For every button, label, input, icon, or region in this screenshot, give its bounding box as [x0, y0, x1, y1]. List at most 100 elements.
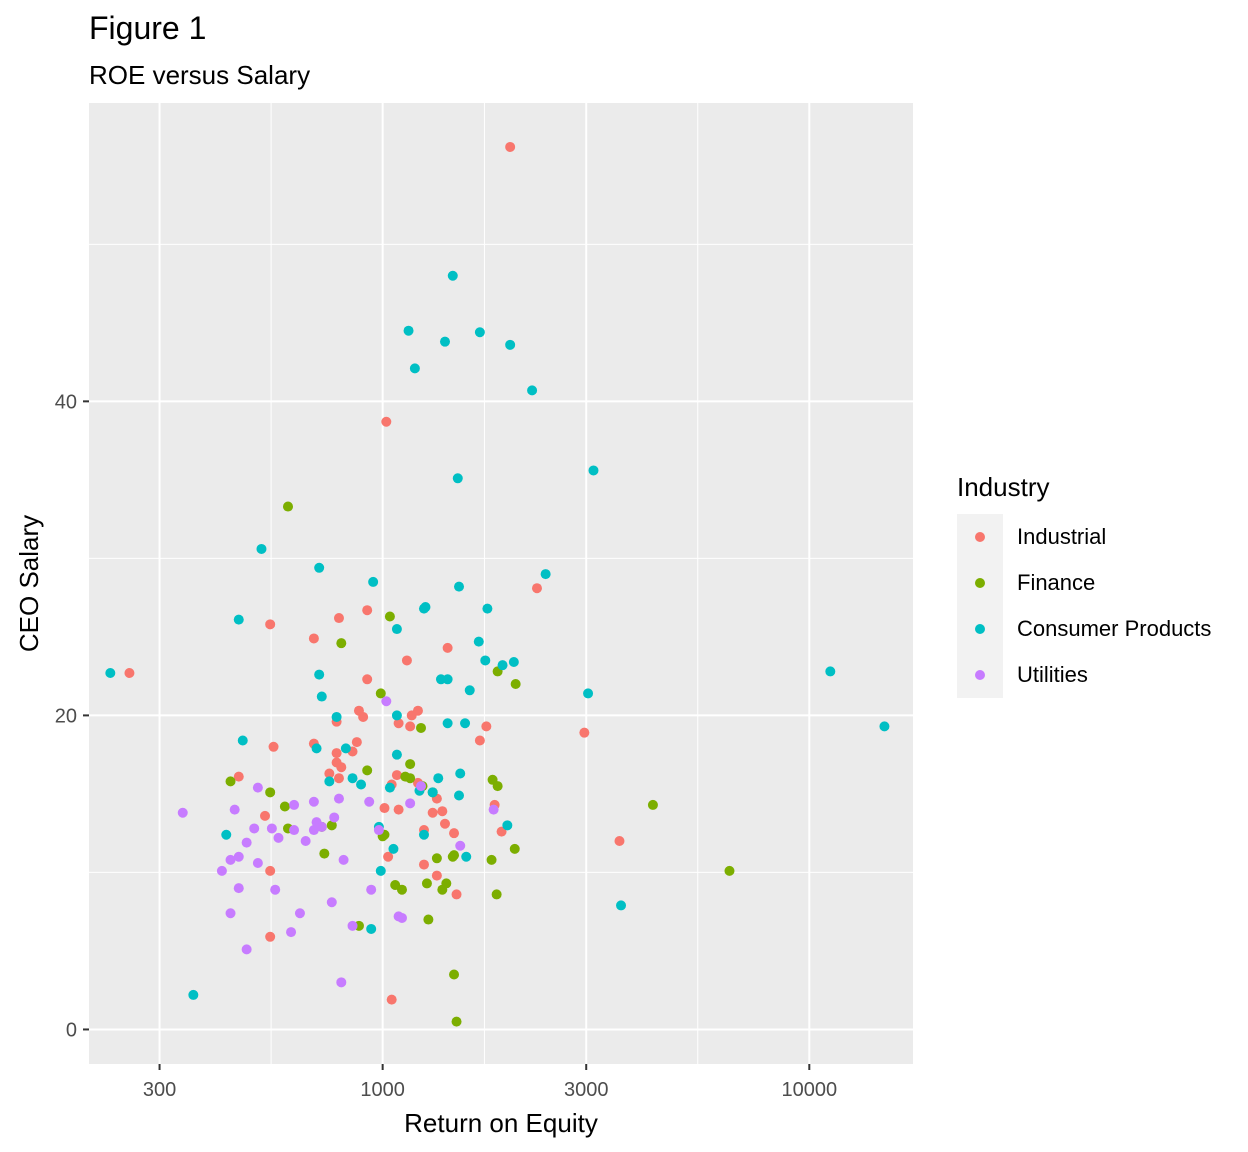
point-industrial — [405, 721, 416, 732]
point-industrial — [265, 865, 276, 876]
point-consumer-products — [331, 711, 342, 722]
point-utilities — [316, 821, 327, 832]
legend-label-utilities: Utilities — [1017, 662, 1088, 687]
point-consumer-products — [368, 576, 379, 587]
point-industrial — [362, 605, 373, 616]
point-industrial — [393, 804, 404, 815]
point-industrial — [381, 416, 392, 427]
point-consumer-products — [221, 829, 232, 840]
point-utilities — [233, 851, 244, 862]
point-utilities — [273, 832, 284, 843]
point-utilities — [252, 782, 263, 793]
point-industrial — [265, 931, 276, 942]
point-finance — [423, 914, 434, 925]
point-finance — [362, 765, 373, 776]
point-utilities — [289, 799, 300, 810]
point-industrial — [379, 803, 390, 814]
point-consumer-products — [233, 614, 244, 625]
point-consumer-products — [588, 465, 599, 476]
point-consumer-products — [347, 773, 358, 784]
point-utilities — [252, 858, 263, 869]
point-industrial — [505, 141, 516, 152]
legend-key-background — [957, 514, 1003, 698]
point-industrial — [449, 828, 460, 839]
point-utilities — [416, 781, 427, 792]
point-consumer-products — [505, 339, 516, 350]
point-finance — [416, 722, 427, 733]
point-utilities — [347, 920, 358, 931]
point-consumer-products — [482, 603, 493, 614]
point-industrial — [412, 705, 423, 716]
point-finance — [282, 501, 293, 512]
point-finance — [449, 850, 460, 861]
point-finance — [265, 787, 276, 798]
major-gridlines — [89, 103, 913, 1064]
point-industrial — [481, 721, 492, 732]
point-consumer-products — [340, 743, 351, 754]
point-industrial — [331, 748, 342, 759]
point-utilities — [364, 796, 375, 807]
point-consumer-products — [474, 327, 485, 338]
point-consumer-products — [439, 336, 450, 347]
point-consumer-products — [616, 900, 627, 911]
point-industrial — [437, 806, 448, 817]
point-finance — [441, 878, 452, 889]
point-finance — [492, 781, 503, 792]
point-consumer-products — [188, 989, 199, 1000]
point-consumer-products — [105, 668, 116, 679]
point-utilities — [225, 908, 236, 919]
point-consumer-products — [825, 666, 836, 677]
point-consumer-products — [583, 688, 594, 699]
point-consumer-products — [454, 790, 465, 801]
x-tick-label: 1000 — [360, 1079, 405, 1101]
point-industrial — [386, 994, 397, 1005]
x-tick-label: 10000 — [781, 1079, 837, 1101]
point-consumer-products — [447, 270, 458, 281]
point-utilities — [366, 884, 377, 895]
y-axis: 0 20 40 — [55, 391, 89, 1041]
point-utilities — [300, 836, 311, 847]
legend-title: Industry — [957, 472, 1050, 502]
x-axis-title: Return on Equity — [404, 1108, 598, 1138]
legend-key-consumer-products — [975, 624, 985, 634]
legend-label-industrial: Industrial — [1017, 524, 1107, 549]
point-industrial — [418, 859, 429, 870]
point-utilities — [233, 883, 244, 894]
point-utilities — [405, 798, 416, 809]
point-finance — [491, 889, 502, 900]
point-utilities — [241, 837, 252, 848]
point-consumer-products — [879, 721, 890, 732]
point-industrial — [614, 836, 625, 847]
point-consumer-products — [403, 325, 414, 336]
point-consumer-products — [384, 782, 395, 793]
point-consumer-products — [237, 735, 248, 746]
point-industrial — [333, 613, 344, 624]
y-tick-label: 0 — [66, 1019, 77, 1041]
x-tick-label: 300 — [143, 1079, 176, 1101]
point-industrial — [260, 810, 271, 821]
point-consumer-products — [375, 865, 386, 876]
point-finance — [486, 854, 497, 865]
point-industrial — [474, 735, 485, 746]
point-consumer-products — [527, 385, 538, 396]
point-utilities — [216, 865, 227, 876]
x-tick-label: 3000 — [564, 1079, 609, 1101]
legend-item-finance: Finance — [957, 560, 1247, 606]
point-finance — [375, 688, 386, 699]
point-consumer-products — [473, 636, 484, 647]
point-industrial — [451, 889, 462, 900]
y-tick-label: 20 — [55, 705, 77, 727]
point-utilities — [308, 796, 319, 807]
point-consumer-products — [311, 743, 322, 754]
point-consumer-products — [508, 657, 519, 668]
point-consumer-products — [391, 710, 402, 721]
point-industrial — [439, 818, 450, 829]
minor-gridlines — [89, 103, 913, 1064]
y-tick-label: 40 — [55, 391, 77, 413]
point-utilities — [336, 977, 347, 988]
point-utilities — [396, 912, 407, 923]
point-industrial — [358, 711, 369, 722]
point-consumer-products — [316, 691, 327, 702]
point-consumer-products — [391, 749, 402, 760]
plot-panel — [89, 103, 913, 1064]
